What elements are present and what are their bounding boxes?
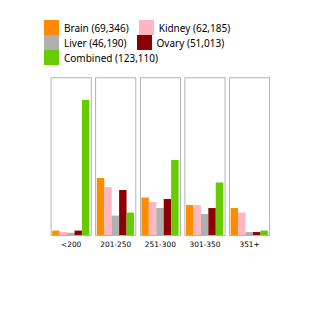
html-text:Combined (123,110): Combined (123,110) (64, 50, 158, 65)
svg-text:<200: <200 (61, 240, 82, 249)
svg-text:201-250: 201-250 (100, 240, 131, 249)
html-text:Liver (46,190): Liver (46,190) (64, 35, 127, 50)
svg-text:351+: 351+ (239, 240, 259, 249)
svg-text:301-350: 301-350 (189, 240, 220, 249)
html-text:Brain (69,346): Brain (69,346) (64, 20, 129, 35)
html-text:Kidney (62,185): Kidney (62,185) (158, 20, 231, 35)
html-text:Ovary (51,013): Ovary (51,013) (156, 35, 225, 50)
svg-text:251-300: 251-300 (145, 240, 176, 249)
